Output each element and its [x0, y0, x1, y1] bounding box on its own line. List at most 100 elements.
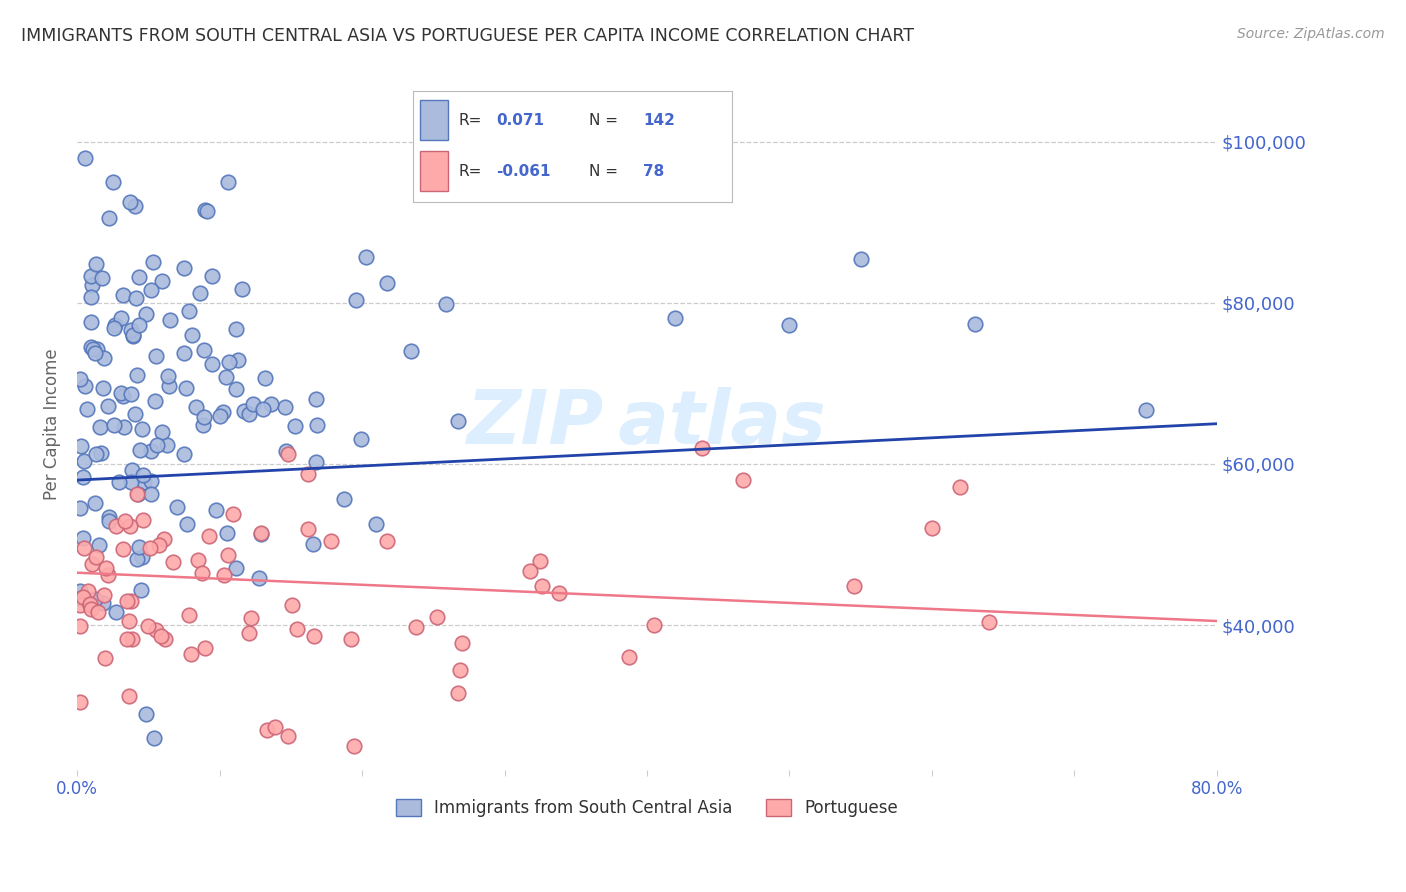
Point — [664, 310, 686, 325]
Point — [145, 624, 167, 638]
Point — [193, 410, 215, 425]
Point — [145, 350, 167, 364]
Point — [204, 503, 226, 517]
Point — [73, 541, 96, 555]
Point — [188, 286, 211, 301]
Point — [128, 270, 150, 285]
Point — [73, 151, 96, 165]
Point — [110, 386, 132, 401]
Point — [350, 433, 373, 447]
Point — [121, 463, 143, 477]
Point — [84, 345, 107, 359]
Point — [121, 632, 143, 646]
Point — [177, 607, 200, 622]
Point — [297, 522, 319, 536]
Point — [285, 622, 308, 636]
Point — [69, 501, 91, 516]
Point — [191, 566, 214, 581]
Point — [97, 399, 120, 413]
Point — [138, 619, 160, 633]
Point — [121, 327, 143, 342]
Point — [69, 591, 91, 606]
Point — [157, 369, 180, 384]
Point — [156, 438, 179, 452]
Point — [162, 555, 184, 569]
Point — [142, 255, 165, 269]
Point — [305, 392, 328, 406]
Point — [152, 533, 174, 547]
Point — [80, 602, 103, 616]
Point — [127, 368, 149, 382]
Point — [195, 203, 218, 218]
Point — [217, 525, 239, 540]
Point — [194, 203, 217, 218]
Point — [89, 420, 111, 434]
Point — [180, 328, 202, 343]
Point — [252, 402, 274, 417]
Point — [733, 473, 755, 487]
Point — [254, 371, 277, 385]
Point — [217, 548, 239, 562]
Point — [134, 475, 156, 490]
Text: ZIP atlas: ZIP atlas — [467, 387, 827, 460]
Point — [112, 419, 135, 434]
Point — [434, 296, 457, 310]
Point — [240, 611, 263, 625]
Y-axis label: Per Capita Income: Per Capita Income — [44, 348, 60, 500]
Point — [73, 454, 96, 468]
Point — [124, 199, 146, 213]
Point — [321, 534, 343, 549]
Point — [225, 383, 247, 397]
Point — [284, 419, 307, 434]
Point — [72, 531, 94, 545]
Point — [87, 605, 110, 619]
Point — [129, 443, 152, 458]
Point — [97, 567, 120, 582]
Point — [212, 405, 235, 419]
Point — [143, 393, 166, 408]
Point — [949, 480, 972, 494]
Point — [69, 598, 91, 612]
Point — [233, 404, 256, 418]
Point — [69, 695, 91, 709]
Point — [159, 312, 181, 326]
Point — [548, 586, 571, 600]
Point — [80, 269, 103, 284]
Point — [977, 615, 1000, 629]
Point — [135, 307, 157, 321]
Point — [274, 400, 297, 414]
Point — [80, 557, 103, 571]
Point — [80, 315, 103, 329]
Point — [305, 418, 328, 433]
Point — [93, 588, 115, 602]
Point — [198, 529, 221, 543]
Point — [340, 632, 363, 646]
Point — [120, 323, 142, 337]
Point — [157, 378, 180, 392]
Point — [93, 651, 115, 665]
Point — [111, 389, 134, 403]
Point — [184, 401, 207, 415]
Point — [139, 474, 162, 488]
Point — [247, 571, 270, 585]
Point — [426, 610, 449, 624]
Point — [121, 328, 143, 343]
Point — [72, 469, 94, 483]
Point — [150, 629, 173, 643]
Point — [963, 317, 986, 331]
Point — [152, 425, 174, 439]
Point — [260, 396, 283, 410]
Point — [617, 649, 640, 664]
Point — [844, 579, 866, 593]
Point — [451, 636, 474, 650]
Point — [173, 345, 195, 359]
Point — [91, 271, 114, 285]
Point — [84, 496, 107, 510]
Point — [90, 446, 112, 460]
Point — [447, 686, 470, 700]
Point — [118, 518, 141, 533]
Point — [529, 554, 551, 568]
Point — [297, 467, 319, 482]
Point — [690, 441, 713, 455]
Point — [155, 632, 177, 647]
